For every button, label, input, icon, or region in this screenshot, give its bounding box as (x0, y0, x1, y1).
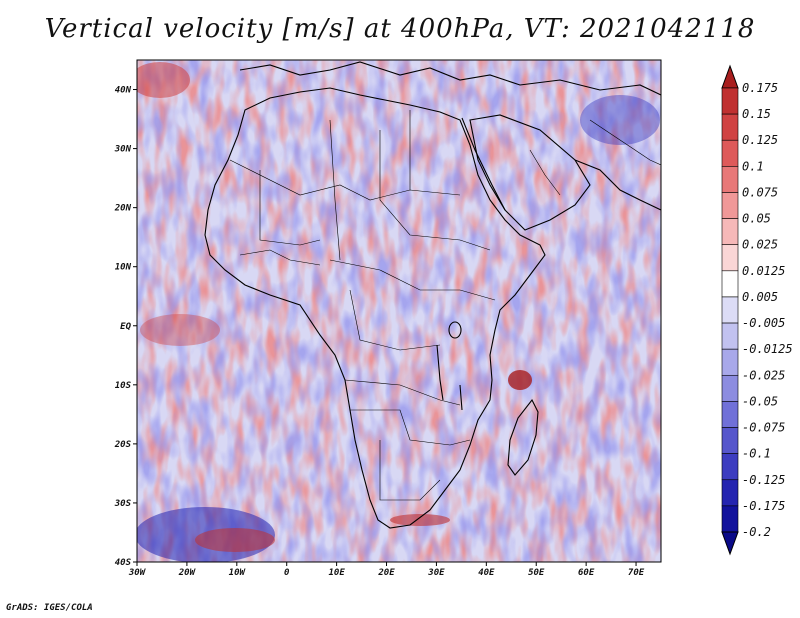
colorbar-level-label: 0.0125 (742, 264, 785, 278)
lon-tick-label: 0 (284, 568, 290, 578)
colorbar-level-label: -0.0125 (742, 342, 793, 356)
africa-coastline (204, 87, 546, 529)
lake-victoria (448, 321, 462, 339)
map-title: Vertical velocity [m/s] at 400hPa, VT: 2… (44, 14, 756, 44)
colorbar-segment (721, 322, 739, 350)
colorbar-segment (721, 348, 739, 376)
colorbar-segment (721, 87, 739, 115)
latitude-ticks: 40N 30N 20N 10N EQ 10S 20S 30S 40S (114, 86, 137, 568)
velocity-field (137, 60, 661, 562)
plot-frame (136, 59, 662, 563)
colorbar-level-label: 0.15 (742, 107, 771, 121)
colorbar-segment (721, 166, 739, 193)
lake-malawi (459, 384, 463, 411)
lon-tick-label: 60E (578, 568, 595, 578)
colorbar-segment (721, 453, 739, 481)
colorbar-arrow-bottom (721, 531, 739, 556)
colorbar-level-label: 0.125 (742, 133, 778, 147)
colorbar-segment (721, 505, 739, 533)
lon-tick-label: 10E (328, 568, 345, 578)
gulf-coastline (574, 159, 661, 211)
lat-tick-label: 30S (114, 499, 132, 509)
colorbar-segment (721, 192, 739, 219)
colorbar-segment (721, 479, 739, 507)
feature-updraft-nw (137, 62, 190, 98)
lon-tick-label: 30E (427, 568, 445, 578)
colorbar-segment (721, 139, 739, 167)
colorbar-segment (721, 374, 739, 402)
madagascar-coastline (507, 398, 539, 476)
colorbar-segment (721, 270, 739, 298)
lat-tick-label: 10N (115, 263, 132, 273)
colorbar-level-label: -0.005 (742, 316, 785, 330)
arabia-coastline (469, 114, 591, 231)
colorbar-level-label: 0.025 (742, 238, 778, 252)
colorbar-level-label: -0.05 (742, 394, 778, 408)
coastlines (204, 61, 661, 529)
feature-updraft-itcz (140, 314, 220, 346)
colorbar-level-label: 0.075 (742, 185, 778, 199)
colorbar-level-label: 0.005 (742, 290, 778, 304)
colorbar-level-label: 0.1 (742, 159, 764, 173)
longitude-ticks: 30W 20W 10W 0 10E 20E 30E 40E 50E 60E 70E (128, 562, 645, 578)
lon-tick-label: 70E (628, 568, 645, 578)
lat-tick-label: 40N (115, 86, 132, 96)
colorbar-level-label: -0.125 (742, 473, 785, 487)
colorbar-level-label: -0.175 (742, 499, 785, 513)
colorbar-segment (721, 244, 739, 272)
lat-tick-label: 40S (115, 558, 132, 568)
europe-coastline (239, 61, 661, 96)
colorbar-level-label: 0.175 (742, 81, 778, 95)
lon-tick-label: 20W (178, 568, 197, 578)
colorbar-segment (721, 296, 739, 324)
country-borders (229, 110, 661, 501)
lon-tick-label: 30W (128, 568, 147, 578)
lon-tick-label: 40E (478, 568, 495, 578)
colorbar-arrow-top (721, 64, 739, 89)
feature-updraft-south (390, 514, 450, 526)
colorbar-level-label: -0.2 (742, 525, 771, 539)
red-sea-coastline (461, 117, 506, 211)
colorbar: 0.175 0.15 0.125 0.1 0.075 0.05 0.025 0.0125 0.0… (721, 64, 793, 556)
feature-downdraft-ne (580, 95, 660, 145)
colorbar-level-label: 0.05 (742, 212, 771, 226)
feature-updraft-mozambique (508, 370, 532, 390)
lon-tick-label: 50E (528, 568, 545, 578)
colorbar-level-label: -0.1 (742, 447, 771, 461)
colorbar-level-label: -0.025 (742, 368, 785, 382)
field-downdraft-texture (137, 60, 661, 562)
lake-tanganyika (436, 344, 444, 401)
lon-tick-label: 10W (229, 568, 247, 578)
lat-tick-label: 10S (115, 381, 132, 391)
grads-credit: GrADS: IGES/COLA (6, 603, 93, 613)
feature-updraft-sw (195, 528, 275, 552)
colorbar-segment (721, 113, 739, 141)
lat-tick-label: EQ (120, 322, 131, 332)
colorbar-segment (721, 218, 739, 246)
colorbar-level-label: -0.075 (742, 421, 785, 435)
lat-tick-label: 20S (114, 440, 132, 450)
lat-tick-label: 20N (114, 204, 132, 214)
lat-tick-label: 30N (114, 145, 132, 155)
lon-tick-label: 20E (377, 568, 395, 578)
colorbar-segment (721, 427, 739, 454)
colorbar-segment (721, 401, 739, 428)
